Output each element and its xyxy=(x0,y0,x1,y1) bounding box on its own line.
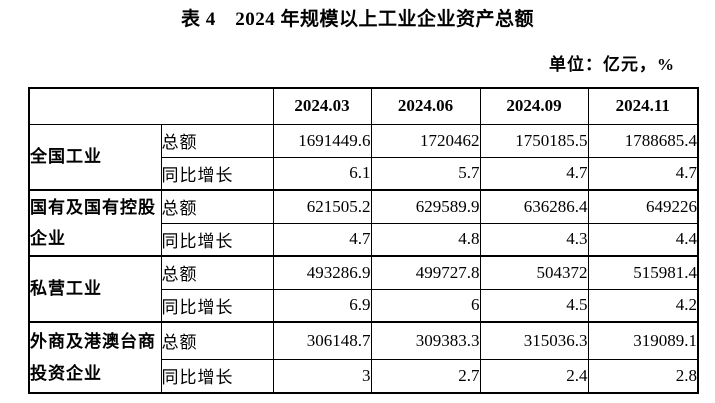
table-row: 私营工业 总额 493286.9 499727.8 504372 515981.… xyxy=(28,255,699,323)
group-label: 国有及国有控股企业 xyxy=(28,189,162,257)
total-value-cell: 1691449.6 xyxy=(272,123,372,158)
table-corner-cell xyxy=(28,87,274,125)
column-header: 2024.11 xyxy=(587,87,699,125)
yoy-value-cell: 4.5 xyxy=(479,288,589,323)
yoy-value-cell: 4.3 xyxy=(479,222,589,257)
yoy-value-cell: 4.7 xyxy=(479,156,589,191)
total-value-cell: 315036.3 xyxy=(479,321,589,360)
yoy-value-cell: 5.7 xyxy=(370,156,481,191)
metric-label-yoy: 同比增长 xyxy=(160,222,274,257)
total-value-cell: 1788685.4 xyxy=(587,123,699,158)
total-value-cell: 621505.2 xyxy=(272,189,372,224)
group-label: 全国工业 xyxy=(28,123,162,191)
table-row: 国有及国有控股企业 总额 621505.2 629589.9 636286.4 … xyxy=(28,189,699,257)
unit-label: 单位：亿元，% xyxy=(549,55,675,74)
yoy-value-cell: 6.1 xyxy=(272,156,372,191)
yoy-value-cell: 6 xyxy=(370,288,481,323)
total-value-cell: 499727.8 xyxy=(370,255,481,290)
header-row: 2024.03 2024.06 2024.09 2024.11 xyxy=(28,87,699,125)
metric-label-yoy: 同比增长 xyxy=(160,358,274,394)
total-value-cell: 649226 xyxy=(587,189,699,224)
yoy-value-cell: 6.9 xyxy=(272,288,372,323)
total-value-cell: 515981.4 xyxy=(587,255,699,290)
yoy-value-cell: 4.2 xyxy=(587,288,699,323)
yoy-value-cell: 2.4 xyxy=(479,358,589,394)
column-header: 2024.06 xyxy=(370,87,481,125)
total-value-cell: 306148.7 xyxy=(272,321,372,360)
column-header: 2024.09 xyxy=(479,87,589,125)
yoy-value-cell: 4.4 xyxy=(587,222,699,257)
yoy-value-cell: 2.7 xyxy=(370,358,481,394)
total-value-cell: 1720462 xyxy=(370,123,481,158)
yoy-value-cell: 2.8 xyxy=(587,358,699,394)
table-row: 外商及港澳台商投资企业 总额 306148.7 309383.3 315036.… xyxy=(28,321,699,394)
yoy-value-cell: 3 xyxy=(272,358,372,394)
page-title: 表 4 2024 年规模以上工业企业资产总额 xyxy=(180,9,534,30)
total-value-cell: 319089.1 xyxy=(587,321,699,360)
total-value-cell: 636286.4 xyxy=(479,189,589,224)
metric-label-total: 总额 xyxy=(160,189,274,224)
metric-label-total: 总额 xyxy=(160,255,274,290)
yoy-value-cell: 4.7 xyxy=(587,156,699,191)
yoy-value-cell: 4.8 xyxy=(370,222,481,257)
group-label: 私营工业 xyxy=(28,255,162,323)
total-value-cell: 309383.3 xyxy=(370,321,481,360)
total-value-cell: 1750185.5 xyxy=(479,123,589,158)
metric-label-total: 总额 xyxy=(160,123,274,158)
column-header: 2024.03 xyxy=(272,87,372,125)
total-value-cell: 493286.9 xyxy=(272,255,372,290)
assets-table: 2024.03 2024.06 2024.09 2024.11 全国工业 总额 … xyxy=(28,87,699,394)
table-row: 同比增长 4.7 4.8 4.3 4.4 xyxy=(29,222,699,257)
metric-label-total: 总额 xyxy=(160,321,274,360)
total-value-cell: 504372 xyxy=(479,255,589,290)
table-row: 同比增长 3 2.7 2.4 2.8 xyxy=(29,358,699,394)
yoy-value-cell: 4.7 xyxy=(272,222,372,257)
metric-label-yoy: 同比增长 xyxy=(160,288,274,323)
total-value-cell: 629589.9 xyxy=(370,189,481,224)
metric-label-yoy: 同比增长 xyxy=(160,156,274,191)
table-row: 同比增长 6.1 5.7 4.7 4.7 xyxy=(29,156,699,191)
table-row: 全国工业 总额 1691449.6 1720462 1750185.5 1788… xyxy=(28,123,699,191)
group-label: 外商及港澳台商投资企业 xyxy=(28,321,162,394)
